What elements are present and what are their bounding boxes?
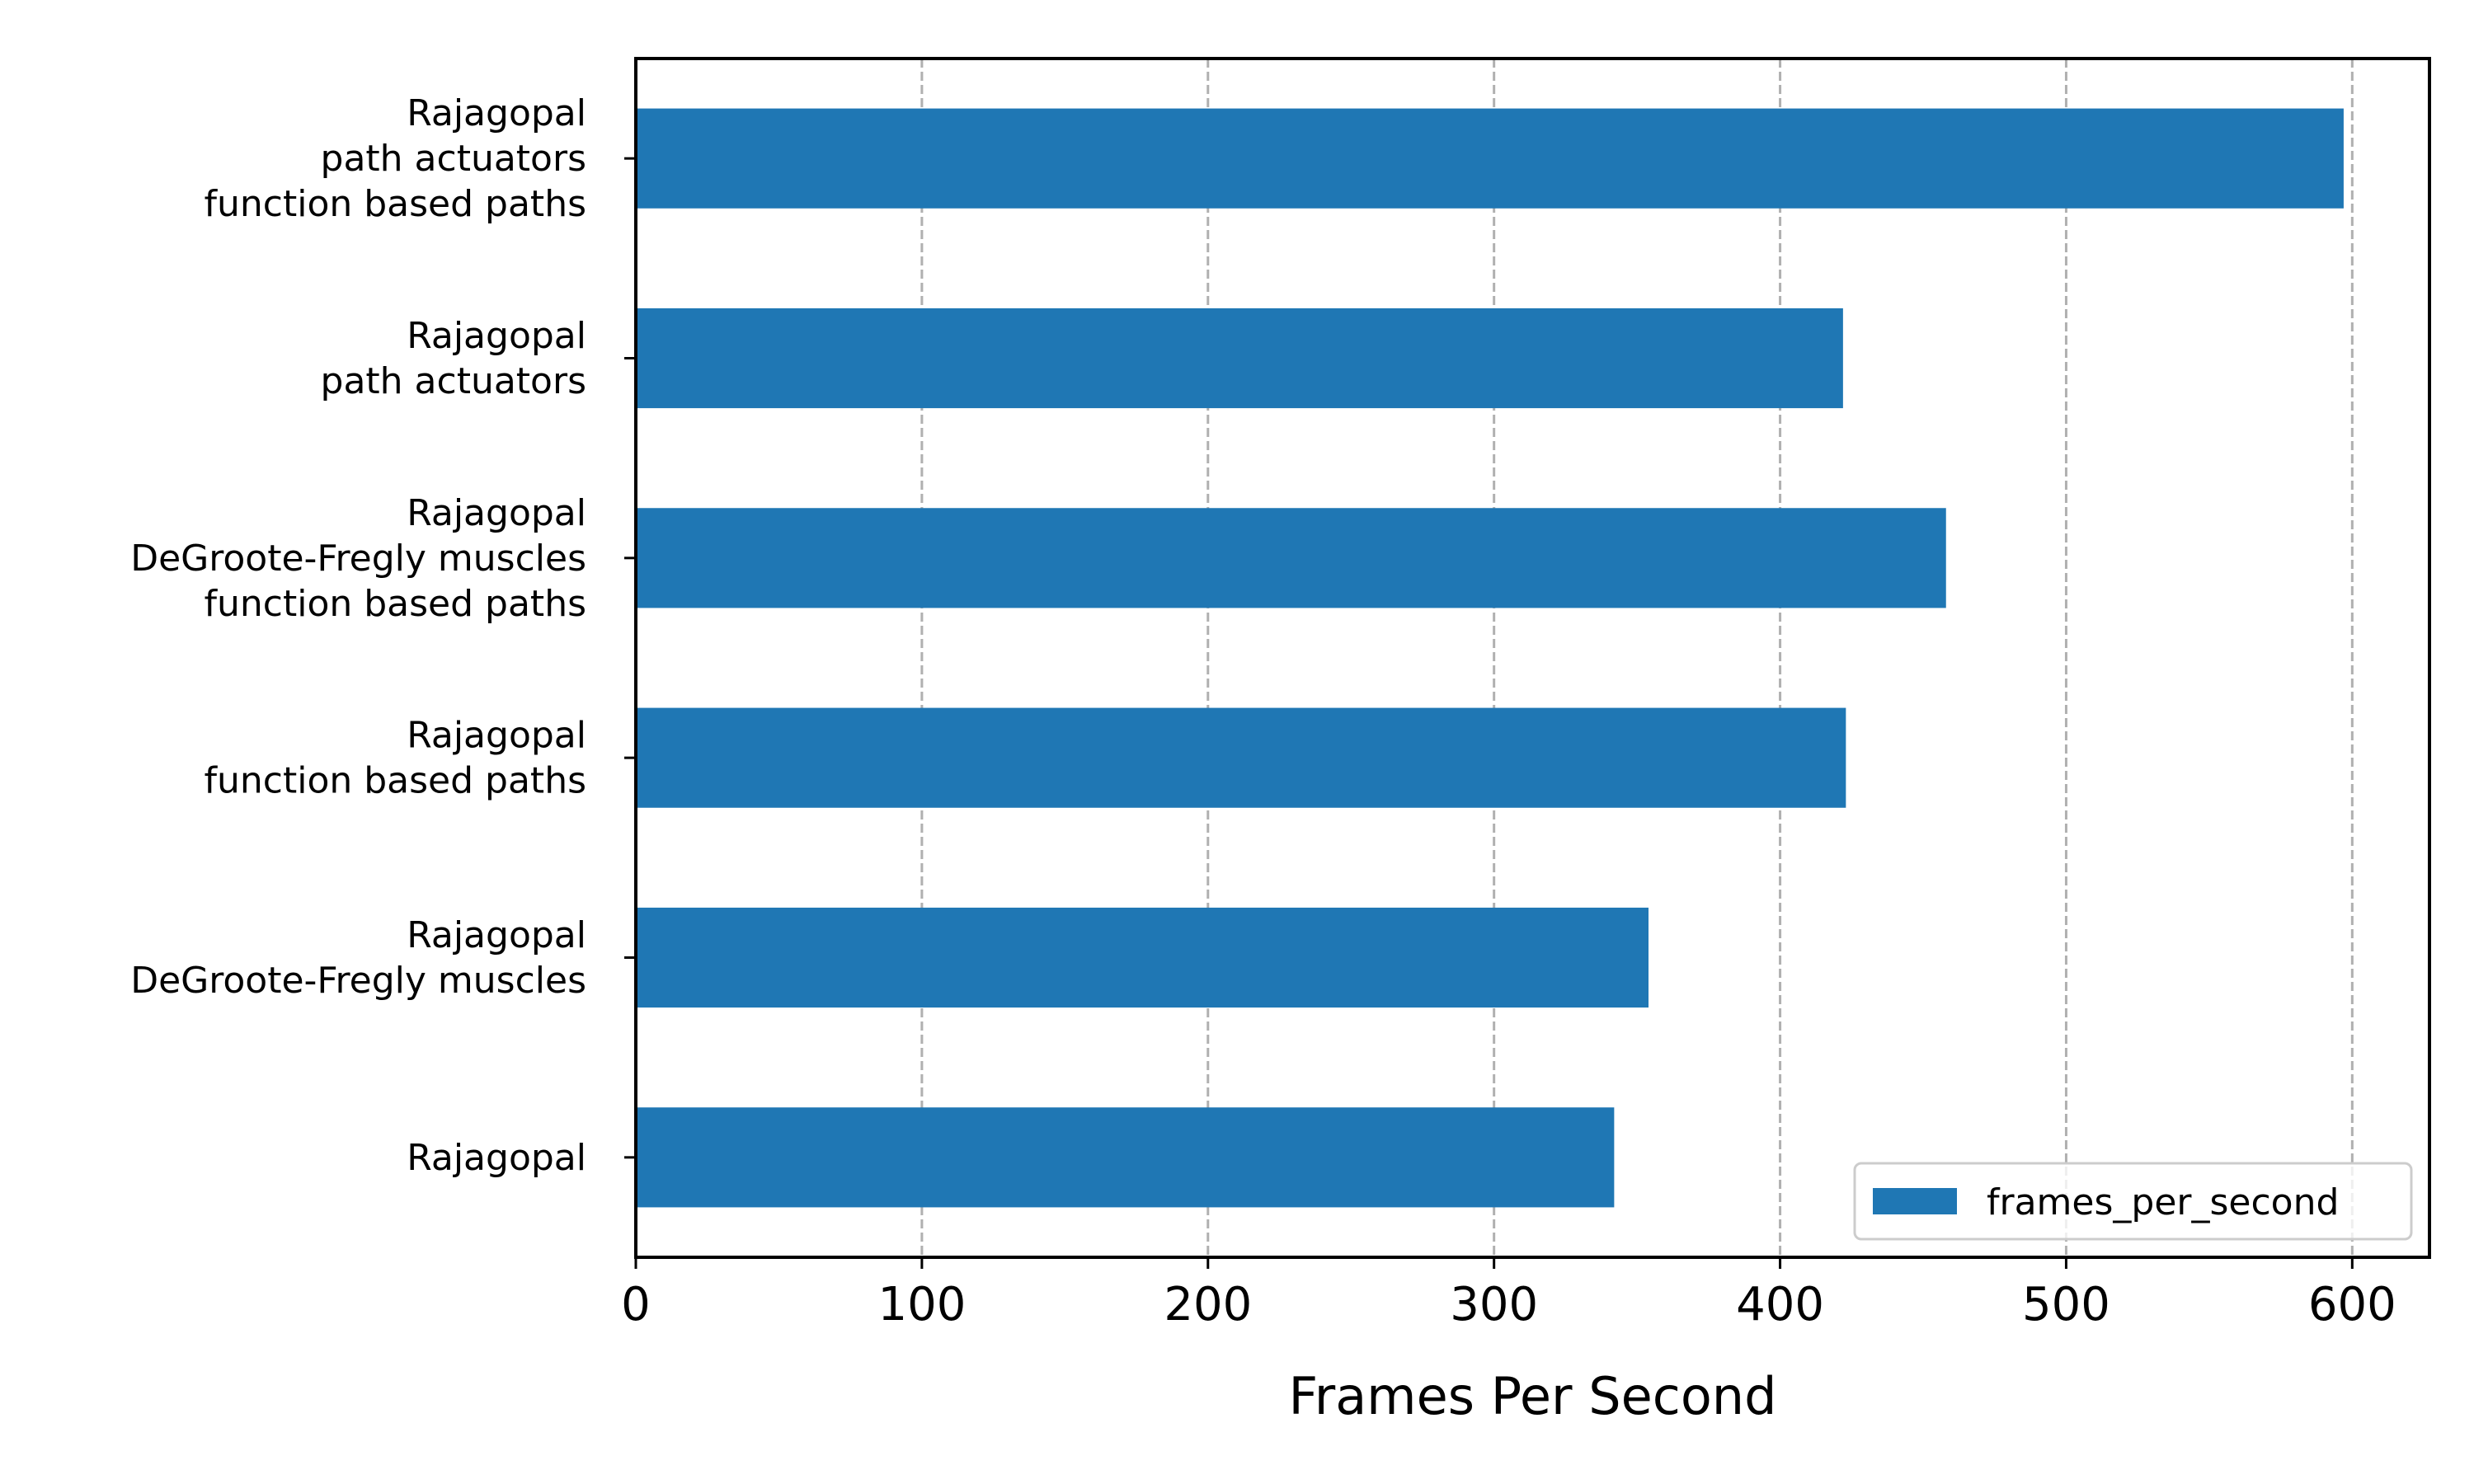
- bar: [636, 1107, 1615, 1208]
- y-tick-label: Rajagopal path actuators function based pa…: [205, 92, 586, 225]
- x-tick-label: 0: [621, 1278, 651, 1331]
- y-tick-label: Rajagopal DeGroote-Fregly muscles: [130, 914, 586, 1002]
- x-tick-label: 300: [1450, 1278, 1538, 1331]
- x-tick-label: 200: [1164, 1278, 1252, 1331]
- bar: [636, 707, 1846, 808]
- bars: [636, 108, 2344, 1208]
- x-gridlines: [920, 59, 2354, 1257]
- x-tick-label: 400: [1736, 1278, 1824, 1331]
- y-tick-label: Rajagopal: [407, 1137, 586, 1179]
- legend-swatch: [1873, 1188, 1957, 1214]
- x-tick-label: 600: [2308, 1278, 2396, 1331]
- legend-entry-label: frames_per_second: [1987, 1181, 2339, 1223]
- plot-frame: [634, 57, 2431, 1259]
- x-tick-label: 500: [2022, 1278, 2110, 1331]
- y-tick-label: Rajagopal path actuators: [321, 315, 586, 402]
- bar: [636, 108, 2344, 209]
- x-axis-label: Frames Per Second: [1289, 1366, 1777, 1426]
- y-tick-label: Rajagopal DeGroote-Fregly muscles function…: [130, 492, 586, 625]
- bar: [636, 907, 1649, 1008]
- bar: [636, 508, 1946, 608]
- y-tick-label: Rajagopal function based paths: [205, 715, 586, 802]
- x-tick-label: 100: [877, 1278, 966, 1331]
- bar: [636, 308, 1843, 409]
- legend-box: [1853, 1162, 2413, 1241]
- y-axis-ticks: Rajagopal Rajagopal DeGroote-Fregly muscle…: [130, 92, 636, 1179]
- x-axis-ticks: 0 100 200 300 400 500 600: [621, 1257, 2396, 1331]
- legend: frames_per_second: [1853, 1162, 2413, 1241]
